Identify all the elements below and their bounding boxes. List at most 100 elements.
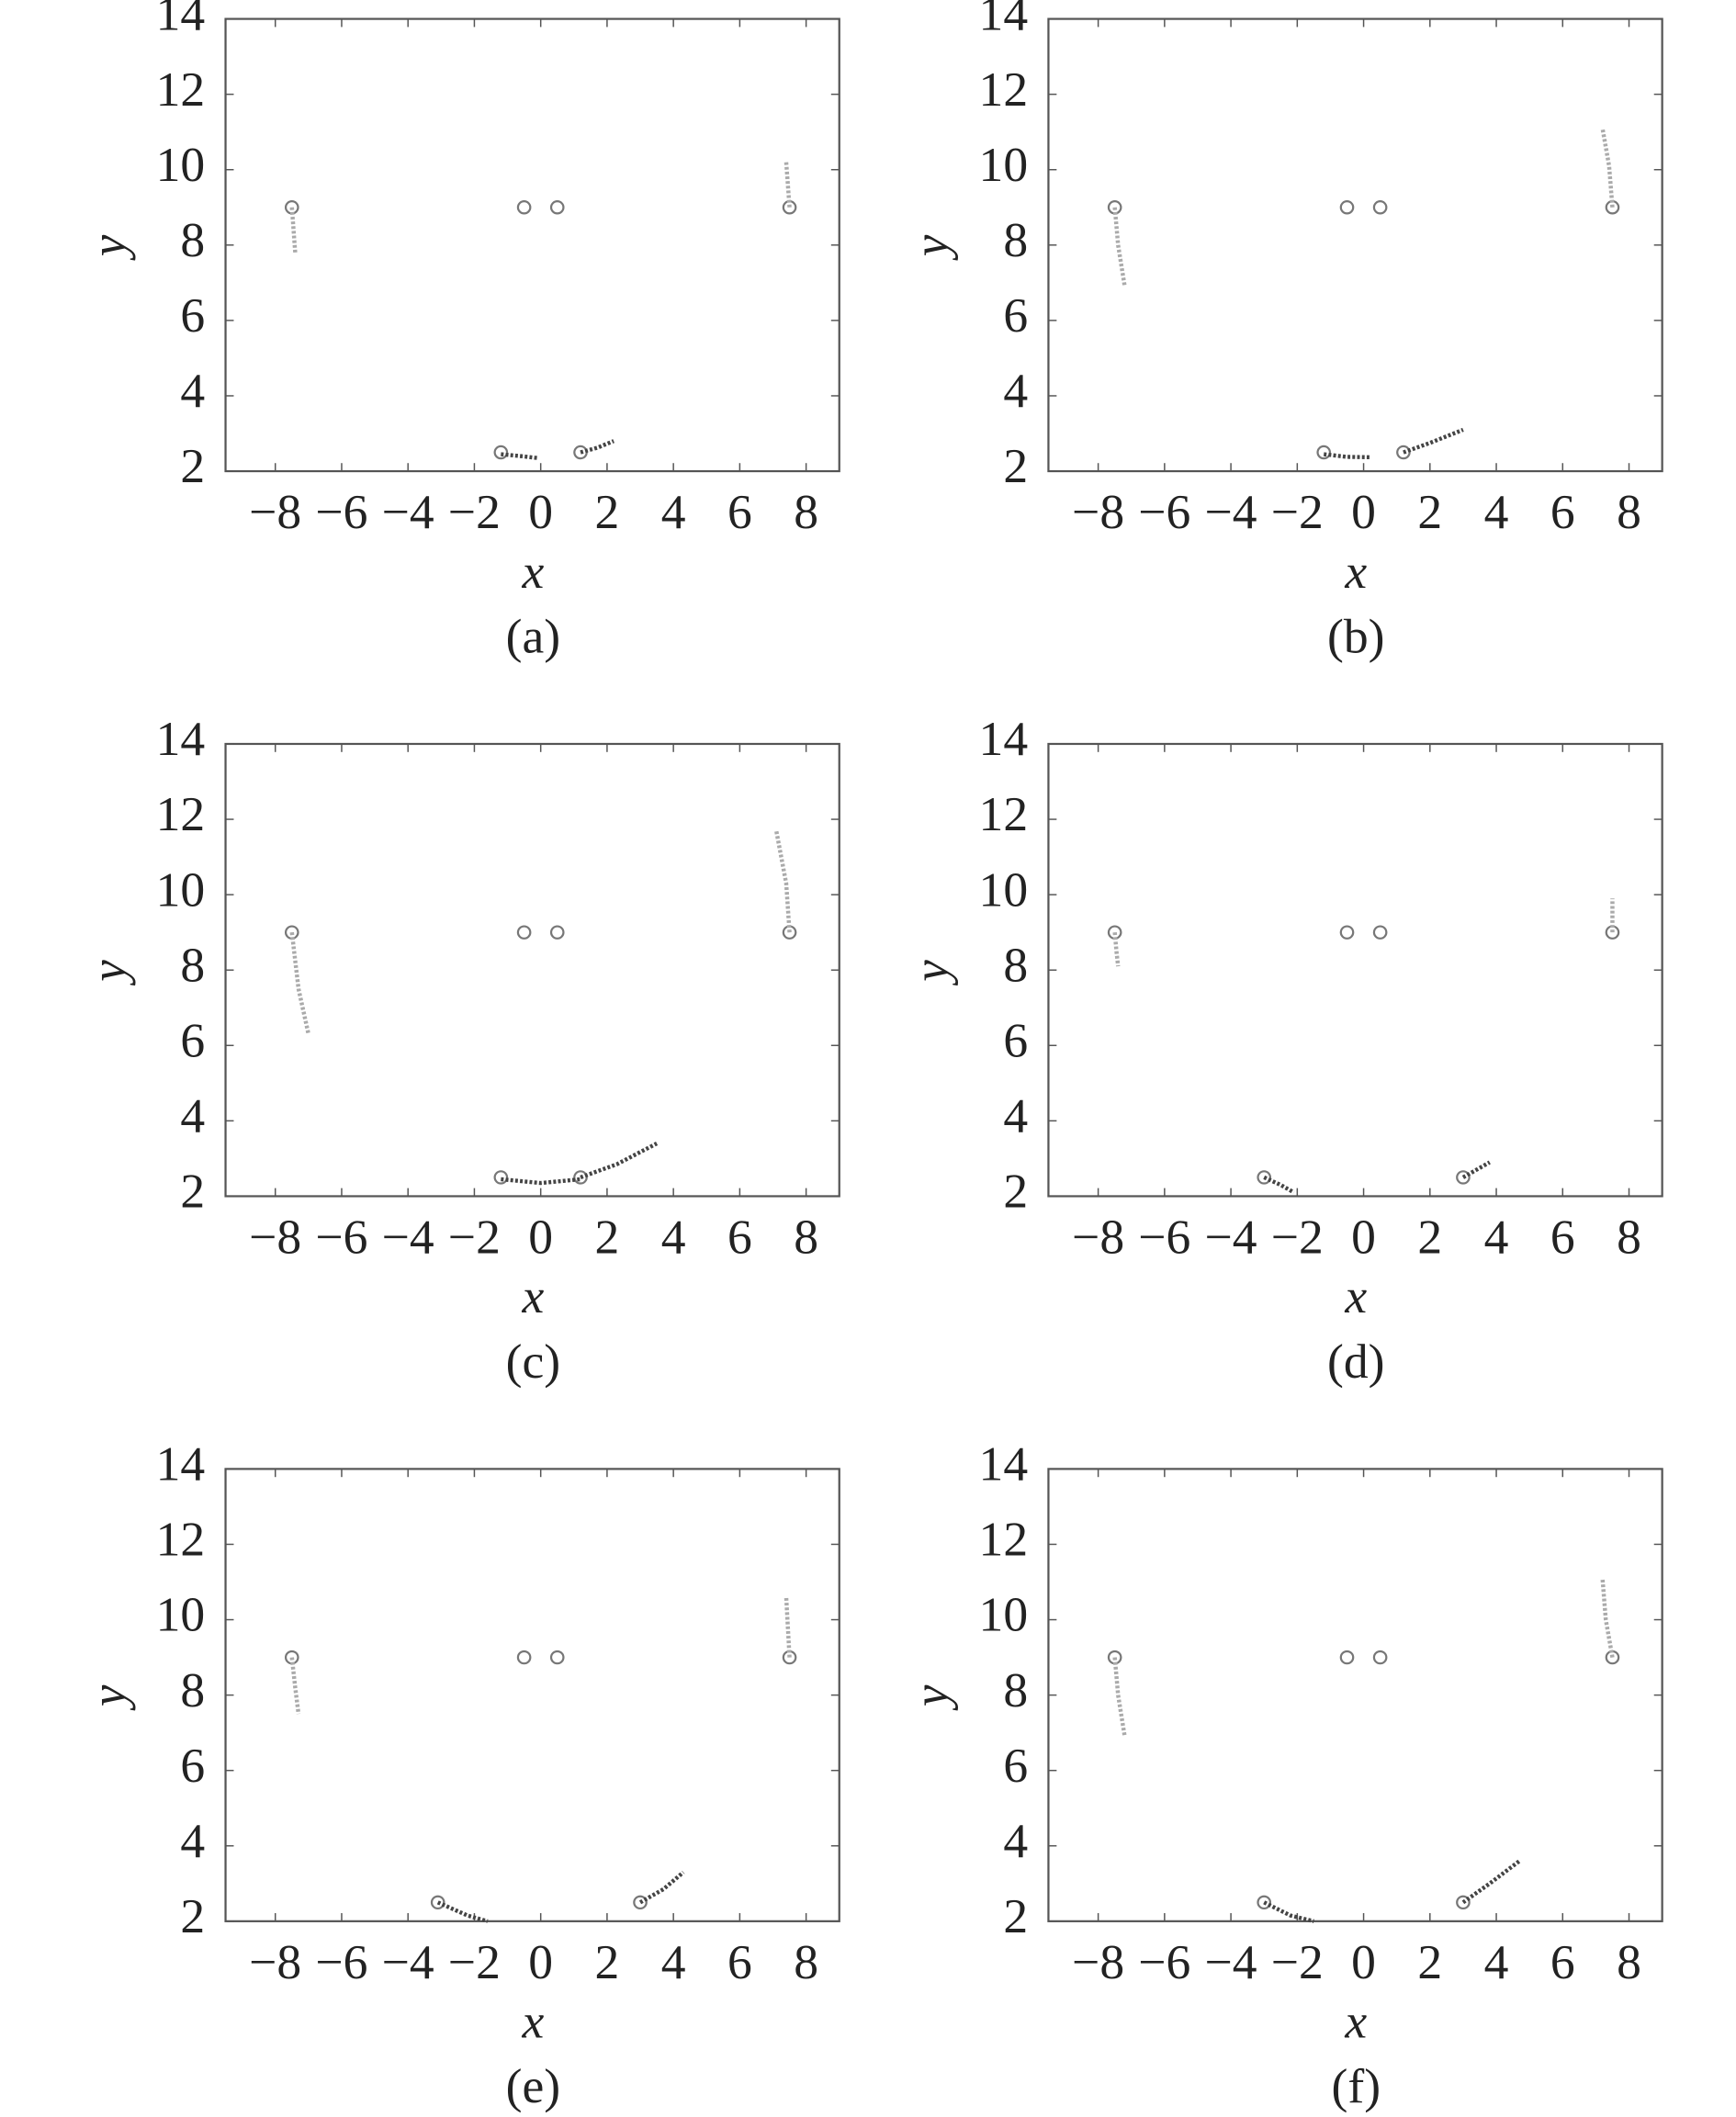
y-tick-label: 2 [180, 1889, 205, 1943]
x-tick-label: 4 [1484, 1935, 1509, 1989]
trajectory [289, 1657, 301, 1715]
y-tick-label: 4 [180, 1814, 205, 1868]
trajectory [1112, 207, 1127, 287]
x-tick-label: −4 [382, 1211, 434, 1265]
trajectory [289, 207, 298, 253]
x-tick-label: 2 [1417, 1211, 1442, 1265]
x-tick-label: −8 [1072, 1211, 1124, 1265]
x-tick-label: −6 [315, 1211, 367, 1265]
start-point [493, 445, 509, 460]
y-tick-label: 2 [1003, 439, 1028, 493]
x-tick-label: −2 [1271, 1211, 1324, 1265]
trajectory [783, 1596, 792, 1658]
x-tick-label: −4 [1205, 485, 1257, 539]
trajectory [1461, 1160, 1491, 1179]
start-point [633, 1895, 648, 1910]
x-tick-label: −6 [1138, 1211, 1190, 1265]
y-tick-label: 6 [1003, 288, 1028, 343]
x-tick-label: 0 [1351, 1935, 1376, 1989]
x-tick-label: 8 [794, 1935, 818, 1989]
x-axis-label: x [521, 545, 544, 599]
y-tick-label: 8 [1003, 1663, 1028, 1717]
trajectory [580, 1142, 659, 1179]
x-tick-label: 8 [794, 1211, 818, 1265]
x-tick-label: −2 [448, 485, 501, 539]
x-axis-label: x [521, 1995, 544, 2049]
y-tick-label: 2 [1003, 1889, 1028, 1943]
y-tick-label: 12 [979, 62, 1029, 117]
y-tick-label: 4 [180, 1089, 205, 1143]
x-tick-label: −2 [448, 1211, 501, 1265]
y-axis-label: y [904, 1684, 958, 1711]
x-tick-label: −2 [1271, 485, 1324, 539]
trajectory [1112, 1657, 1127, 1738]
x-tick-label: −6 [315, 485, 367, 539]
y-tick-label: 4 [1003, 364, 1028, 418]
trajectory [501, 452, 538, 460]
y-axis-label: y [904, 234, 958, 261]
trajectory [638, 1870, 685, 1905]
x-tick-label: 6 [1550, 1935, 1575, 1989]
start-point [1257, 1895, 1272, 1910]
trajectory [289, 931, 311, 1035]
x-tick-label: 2 [595, 1211, 620, 1265]
y-tick-label: 14 [979, 1437, 1029, 1492]
x-tick-label: 6 [727, 1935, 752, 1989]
x-tick-label: 2 [595, 1935, 620, 1989]
plot-frame [224, 742, 840, 1198]
start-point [1339, 1650, 1355, 1665]
start-point [549, 200, 565, 215]
y-tick-label: 8 [180, 939, 205, 993]
start-point [1372, 1650, 1388, 1665]
x-tick-label: 2 [1417, 1935, 1442, 1989]
y-tick-label: 8 [180, 1663, 205, 1717]
trajectory [1600, 1578, 1615, 1658]
x-tick-label: −4 [1205, 1211, 1257, 1265]
start-point [1372, 200, 1388, 215]
trajectory [1112, 931, 1121, 967]
x-tick-label: −8 [249, 1935, 301, 1989]
plot-frame [1047, 17, 1663, 473]
y-tick-label: 4 [1003, 1814, 1028, 1868]
x-tick-label: −8 [249, 1211, 301, 1265]
x-tick-label: 2 [1417, 485, 1442, 539]
x-tick-label: 4 [661, 1935, 686, 1989]
panel-caption: (b) [1327, 610, 1384, 664]
start-point [516, 1650, 532, 1665]
panel-caption: (a) [506, 610, 560, 664]
x-tick-label: 0 [528, 1935, 553, 1989]
y-tick-label: 10 [979, 863, 1029, 918]
x-tick-label: −4 [1205, 1935, 1257, 1989]
y-tick-label: 12 [156, 787, 206, 841]
y-tick-label: 12 [156, 1513, 206, 1567]
x-tick-label: 4 [1484, 485, 1509, 539]
panel-caption: (f) [1332, 2060, 1381, 2114]
x-tick-label: 4 [661, 485, 686, 539]
y-axis-label: y [82, 960, 136, 986]
trajectory [1263, 1900, 1314, 1923]
x-tick-label: 8 [1617, 485, 1641, 539]
y-tick-label: 8 [180, 213, 205, 267]
x-tick-label: −8 [1072, 1935, 1124, 1989]
start-point [1456, 1170, 1471, 1185]
y-axis-label: y [82, 1684, 136, 1711]
panel-caption: (c) [506, 1334, 560, 1389]
y-axis-label: y [82, 234, 136, 261]
y-tick-label: 10 [156, 1588, 206, 1642]
x-tick-label: 6 [727, 485, 752, 539]
y-tick-label: 8 [1003, 939, 1028, 993]
y-tick-label: 2 [180, 439, 205, 493]
x-tick-label: 4 [661, 1211, 686, 1265]
y-tick-label: 6 [180, 1739, 205, 1793]
start-point [549, 1650, 565, 1665]
y-tick-label: 14 [156, 1437, 206, 1492]
x-tick-label: −6 [1138, 1935, 1190, 1989]
plot-frame [224, 1468, 840, 1922]
y-tick-label: 14 [156, 712, 206, 766]
y-tick-label: 12 [979, 787, 1029, 841]
x-tick-label: −4 [382, 1935, 434, 1989]
x-axis-label: x [1344, 1995, 1367, 2049]
x-tick-label: −2 [1271, 1935, 1324, 1989]
